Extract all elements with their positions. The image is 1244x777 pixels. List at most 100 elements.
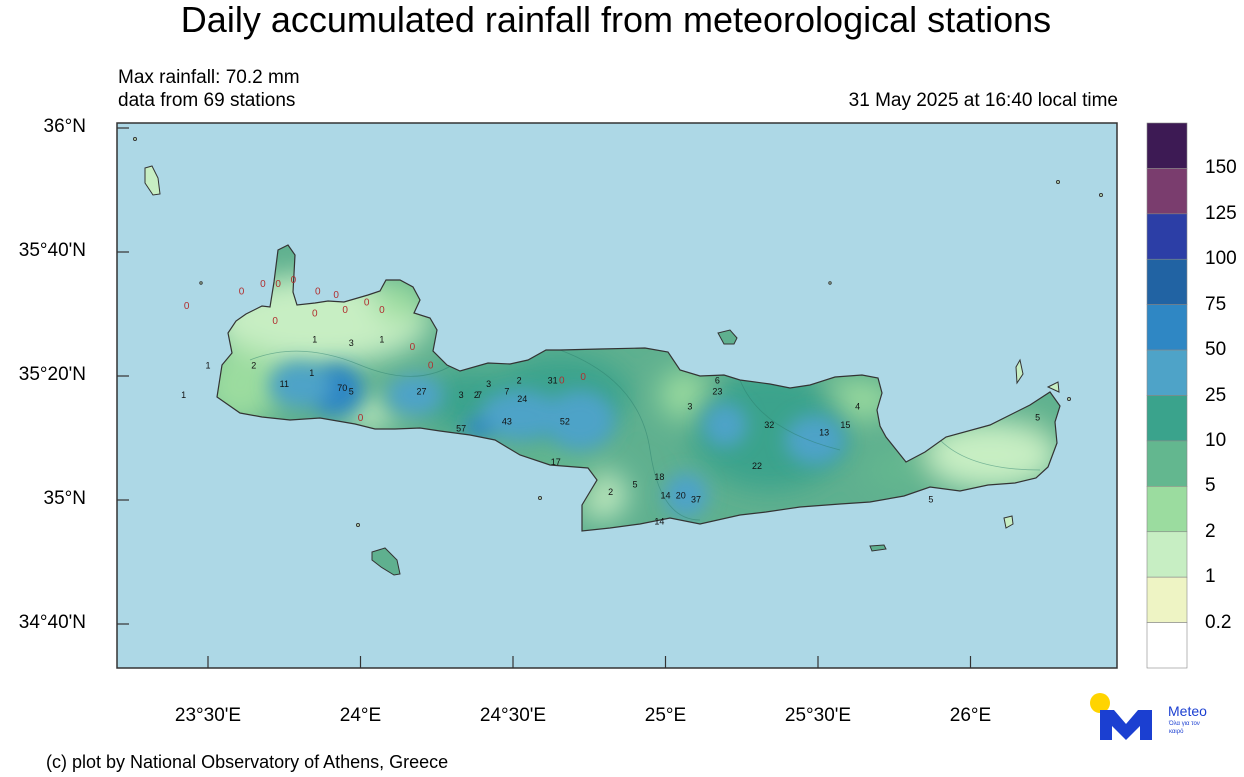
credit-text: (c) plot by National Observatory of Athe…	[46, 752, 449, 772]
station-value: 52	[560, 416, 570, 426]
lon-label-24e: 24°E	[339, 705, 382, 726]
station-value: 0	[184, 301, 190, 312]
legend-box	[1146, 304, 1188, 351]
legend-label-1: 1	[1205, 566, 1216, 588]
legend-box	[1146, 440, 1188, 487]
legend-label-5: 5	[1205, 475, 1216, 497]
station-value: 18	[654, 472, 664, 482]
max-rainfall-text: Max rainfall: 70.2 mm	[118, 67, 300, 88]
legend-label-25: 25	[1205, 384, 1227, 406]
station-value: 2	[608, 487, 613, 497]
lon-label-26e: 26°E	[949, 705, 992, 726]
station-value: 0	[580, 372, 586, 383]
station-value: 0	[291, 275, 297, 286]
meteo-logo	[1090, 693, 1152, 740]
station-value: 0	[358, 413, 364, 424]
station-value: 2	[474, 390, 479, 400]
legend-box	[1146, 349, 1188, 396]
legend-label-125: 125	[1205, 202, 1237, 224]
lon-label-25-30e: 25°30'E	[784, 705, 852, 726]
station-value: 0	[364, 297, 370, 308]
legend-box	[1146, 395, 1188, 442]
legend-box	[1146, 213, 1188, 260]
map-frame	[116, 122, 1118, 669]
legend-label-0-2: 0.2	[1205, 611, 1232, 633]
legend-box	[1146, 486, 1188, 533]
station-value: 1	[181, 390, 186, 400]
lon-label-23-30e: 23°30'E	[174, 705, 242, 726]
axis-ticks	[117, 127, 972, 668]
legend-box	[1146, 168, 1188, 215]
station-value: 27	[416, 386, 426, 396]
lat-label-36n: 36°N	[43, 116, 86, 137]
station-value: 43	[502, 416, 512, 426]
contour-lines	[249, 349, 1041, 521]
station-value: 24	[517, 394, 527, 404]
station-value: 14	[660, 491, 670, 501]
lon-label-25e: 25°E	[644, 705, 687, 726]
station-value: 0	[312, 309, 318, 320]
station-value: 2	[517, 375, 522, 385]
station-value: 0	[315, 286, 321, 297]
station-value: 1	[379, 334, 384, 344]
station-value: 70	[337, 383, 347, 393]
summary-info: Max rainfall: 70.2 mm data from 69 stati…	[118, 66, 300, 112]
lat-label-35-20n: 35°20'N	[18, 364, 86, 385]
legend-label-150: 150	[1205, 157, 1237, 179]
station-value: 31	[548, 375, 558, 385]
station-value: 1	[312, 334, 317, 344]
station-value: 0	[260, 279, 266, 290]
islets	[133, 137, 1103, 576]
legend-box	[1146, 122, 1188, 169]
station-value: 1	[309, 368, 314, 378]
station-value: 0	[428, 361, 434, 372]
station-value: 3	[486, 379, 491, 389]
station-value: 11	[280, 379, 289, 389]
legend-box	[1146, 258, 1188, 305]
station-value: 5	[1035, 413, 1040, 423]
station-value: 22	[752, 461, 762, 471]
sun-icon	[1090, 693, 1110, 713]
map-title: Daily accumulated rainfall from meteorol…	[180, 0, 1052, 40]
lat-label-35-40n: 35°40'N	[18, 240, 86, 261]
station-value: 13	[819, 427, 829, 437]
station-value: 5	[349, 386, 354, 396]
station-value: 0	[379, 305, 385, 316]
station-value: 1	[205, 360, 210, 370]
legend-label-10: 10	[1205, 429, 1227, 451]
station-value: 37	[691, 494, 701, 504]
lat-label-35n: 35°N	[43, 488, 86, 509]
timestamp-text: 31 May 2025 at 16:40 local time	[848, 90, 1118, 111]
station-value: 3	[687, 401, 692, 411]
legend-label-100: 100	[1205, 248, 1237, 270]
station-value: 6	[715, 375, 720, 385]
station-value: 32	[764, 420, 774, 430]
station-value: 0	[272, 316, 278, 327]
lon-label-24-30e: 24°30'E	[479, 705, 547, 726]
m-logo-icon	[1100, 710, 1152, 740]
station-value: 5	[928, 494, 933, 504]
legend-box	[1146, 576, 1188, 623]
station-value: 15	[840, 420, 850, 430]
station-value: 23	[712, 386, 722, 396]
station-value: 3	[349, 338, 354, 348]
station-value: 3	[459, 390, 464, 400]
station-value: 17	[551, 457, 561, 467]
station-value: 7	[477, 390, 482, 400]
station-value: 57	[456, 424, 466, 434]
legend-label-50: 50	[1205, 339, 1227, 361]
legend-box	[1146, 622, 1188, 669]
station-value: 0	[410, 342, 416, 353]
station-count-text: data from 69 stations	[118, 90, 296, 111]
logo-tagline: Όλα για τον καιρό	[1169, 721, 1200, 735]
station-value: 5	[632, 479, 637, 489]
legend-box	[1146, 531, 1188, 578]
station-value: 0	[275, 279, 281, 290]
station-value: 0	[333, 290, 339, 301]
legend-label-2: 2	[1205, 520, 1216, 542]
station-value: 20	[676, 491, 686, 501]
station-value: 0	[239, 286, 245, 297]
station-value: 0	[559, 376, 565, 387]
